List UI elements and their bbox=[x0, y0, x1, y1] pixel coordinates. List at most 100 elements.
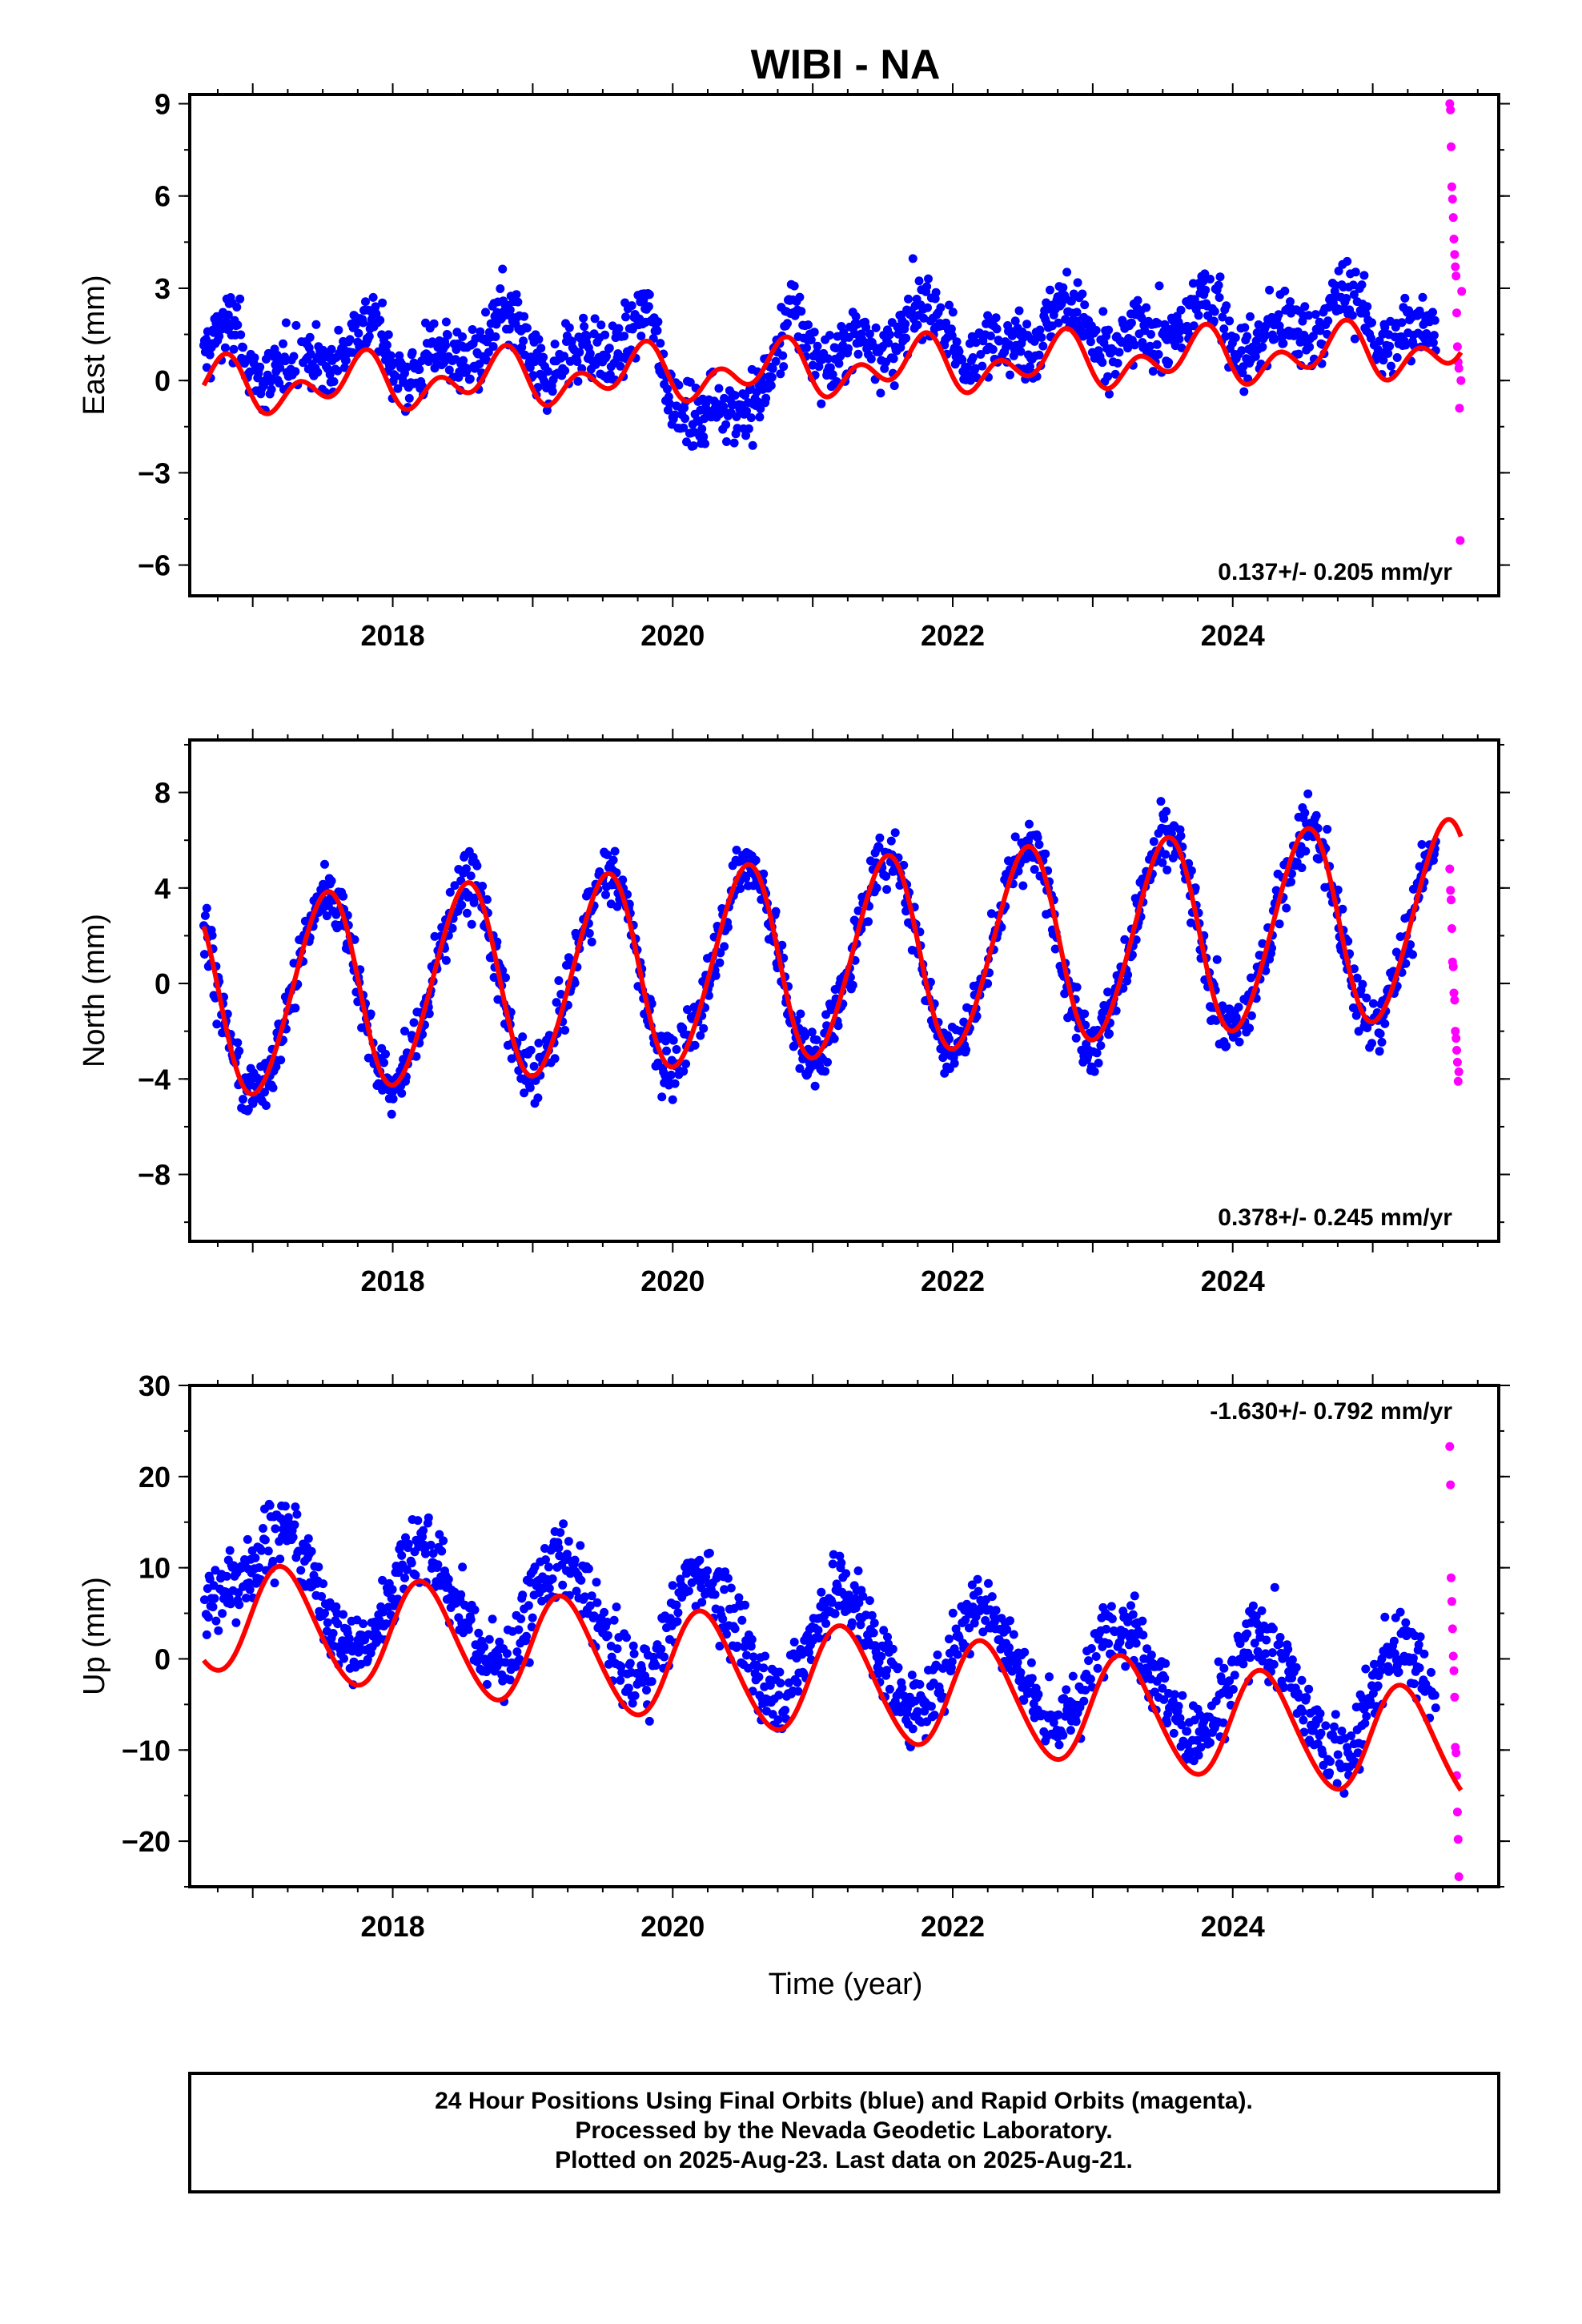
final-point bbox=[751, 855, 761, 865]
final-point bbox=[1128, 1610, 1138, 1619]
y-tick-label: 0 bbox=[155, 967, 171, 1000]
final-point bbox=[522, 1631, 531, 1641]
final-point bbox=[858, 1591, 868, 1601]
final-point bbox=[759, 1663, 769, 1673]
final-point bbox=[922, 282, 932, 292]
final-point bbox=[913, 1707, 922, 1716]
final-point bbox=[476, 327, 485, 336]
final-point bbox=[468, 325, 477, 334]
final-point bbox=[397, 1550, 407, 1560]
final-point bbox=[685, 377, 695, 387]
final-point bbox=[1349, 290, 1359, 300]
final-point bbox=[1130, 340, 1139, 350]
final-point bbox=[1408, 1654, 1418, 1663]
final-point bbox=[616, 361, 625, 371]
final-point bbox=[536, 344, 546, 353]
final-point bbox=[1246, 312, 1255, 321]
final-point bbox=[1379, 356, 1388, 365]
final-point bbox=[1363, 302, 1372, 312]
final-point bbox=[533, 1093, 543, 1103]
final-point bbox=[419, 1526, 428, 1535]
final-point bbox=[441, 317, 451, 327]
final-point bbox=[433, 1560, 443, 1570]
final-point bbox=[590, 314, 600, 324]
final-point bbox=[1104, 325, 1114, 335]
final-point bbox=[1194, 1751, 1203, 1760]
final-point bbox=[865, 329, 874, 339]
final-point bbox=[1222, 301, 1231, 311]
final-point bbox=[926, 1702, 936, 1711]
final-point bbox=[291, 320, 301, 330]
rapid-point bbox=[1448, 1651, 1458, 1661]
final-point bbox=[1430, 316, 1439, 325]
final-point bbox=[1262, 1635, 1271, 1645]
final-point bbox=[404, 393, 414, 403]
final-point bbox=[271, 1524, 280, 1534]
final-point bbox=[830, 1609, 840, 1618]
final-point bbox=[354, 328, 363, 338]
final-point bbox=[1080, 300, 1090, 310]
y-tick-label: −6 bbox=[138, 549, 171, 582]
final-point bbox=[797, 307, 806, 316]
final-point bbox=[847, 1618, 857, 1627]
final-point bbox=[444, 365, 454, 375]
final-point bbox=[871, 323, 881, 332]
final-point bbox=[1362, 1711, 1371, 1721]
final-point bbox=[1138, 1616, 1147, 1626]
final-point bbox=[528, 371, 538, 380]
final-point bbox=[742, 1651, 751, 1660]
final-point bbox=[1035, 325, 1045, 335]
final-point bbox=[400, 1573, 409, 1582]
final-point bbox=[1005, 1642, 1014, 1652]
final-point bbox=[1376, 1666, 1386, 1675]
final-point bbox=[1316, 1728, 1326, 1738]
final-point bbox=[1342, 294, 1351, 303]
final-point bbox=[919, 313, 929, 323]
final-point bbox=[458, 332, 468, 341]
final-point bbox=[415, 364, 424, 374]
final-point bbox=[1002, 1625, 1012, 1634]
final-point bbox=[1287, 877, 1295, 887]
final-point bbox=[576, 1575, 586, 1585]
final-point bbox=[1120, 1627, 1130, 1637]
final-point bbox=[1034, 1690, 1043, 1699]
final-point bbox=[543, 367, 552, 376]
final-point bbox=[986, 332, 995, 340]
rapid-point bbox=[1447, 1573, 1456, 1582]
final-point bbox=[657, 1092, 667, 1102]
final-point bbox=[548, 387, 557, 396]
final-point bbox=[947, 331, 957, 340]
rapid-point bbox=[1450, 250, 1460, 259]
final-point bbox=[1357, 280, 1367, 290]
final-point bbox=[1212, 955, 1222, 964]
final-point bbox=[1360, 1719, 1370, 1728]
final-point bbox=[480, 1642, 489, 1651]
final-point bbox=[992, 324, 1002, 334]
final-point bbox=[1325, 1768, 1335, 1778]
final-point bbox=[1189, 321, 1199, 331]
panel-frame bbox=[188, 93, 1500, 597]
final-point bbox=[199, 950, 209, 959]
final-point bbox=[600, 330, 610, 340]
final-point bbox=[210, 1594, 219, 1603]
final-point bbox=[851, 312, 861, 321]
final-point bbox=[793, 1678, 802, 1687]
y-tick-label: −3 bbox=[138, 456, 171, 489]
final-point bbox=[679, 1067, 689, 1076]
final-point bbox=[341, 356, 351, 365]
final-point bbox=[656, 1644, 666, 1654]
final-point bbox=[1081, 1686, 1090, 1695]
final-point bbox=[1237, 346, 1247, 356]
final-point bbox=[239, 1095, 247, 1104]
final-point bbox=[795, 1063, 805, 1073]
final-point bbox=[1054, 1740, 1064, 1750]
final-point bbox=[1361, 1664, 1371, 1674]
final-point bbox=[1294, 349, 1303, 359]
final-point bbox=[314, 1562, 323, 1572]
final-point bbox=[1033, 833, 1042, 842]
final-point bbox=[1019, 1695, 1029, 1705]
final-point bbox=[608, 855, 618, 865]
final-point bbox=[1319, 1760, 1328, 1770]
rapid-point bbox=[1451, 262, 1460, 271]
